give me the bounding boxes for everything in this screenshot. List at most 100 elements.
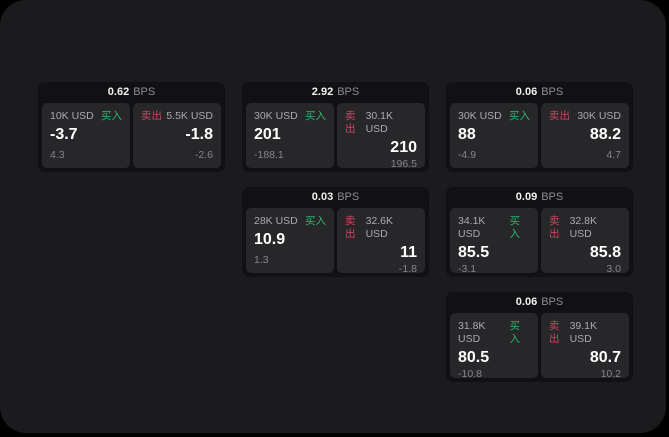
bps-header: 0.06 BPS: [450, 292, 629, 313]
buy-change-value: -188.1: [254, 149, 284, 161]
sell-panel[interactable]: 卖出 39.1K USD 80.7 10.2: [541, 313, 629, 380]
bps-unit-label: BPS: [541, 86, 564, 98]
buy-panel-header: 30K USD 买入: [254, 110, 326, 123]
quote-panels: 34.1K USD 买入 85.5 -3.1 卖出 32.8K USD 85.8…: [450, 208, 629, 275]
buy-side-label: 买入: [509, 320, 520, 345]
buy-notional-amount: 28K USD: [254, 215, 298, 227]
sell-side-label: 卖出: [549, 215, 560, 240]
buy-change-value: 1.3: [254, 254, 269, 266]
bps-value: 0.62: [107, 86, 130, 98]
buy-side-label: 买入: [509, 215, 520, 240]
buy-notional-amount: 34.1K USD: [458, 215, 486, 240]
buy-change-value: -4.9: [458, 149, 477, 161]
bps-value: 0.06: [515, 296, 538, 308]
quote-card: 0.09 BPS 34.1K USD 买入 85.5 -3.1 卖出 32.8K…: [446, 187, 633, 277]
buy-side-label: 买入: [305, 110, 326, 122]
buy-panel[interactable]: 31.8K USD 买入 80.5 -10.8: [450, 313, 538, 380]
bps-unit-label: BPS: [337, 191, 360, 203]
sell-price-value: 11: [400, 244, 417, 261]
sell-panel[interactable]: 卖出 5.5K USD -1.8 -2.6: [133, 103, 221, 168]
buy-panel[interactable]: 34.1K USD 买入 85.5 -3.1: [450, 208, 538, 275]
sell-price-value: 85.8: [589, 244, 621, 261]
sell-panel[interactable]: 卖出 32.6K USD 11 -1.8: [337, 208, 425, 275]
bps-header: 0.62 BPS: [42, 82, 221, 103]
sell-change-value: -2.6: [194, 149, 213, 161]
bps-header: 0.09 BPS: [450, 187, 629, 208]
bps-unit-label: BPS: [541, 191, 564, 203]
buy-price-value: 10.9: [254, 231, 286, 248]
sell-price-value: 80.7: [589, 349, 621, 366]
buy-notional-amount: 10K USD: [50, 110, 94, 122]
buy-price-value: 80.5: [458, 349, 490, 366]
buy-notional-amount: 31.8K USD: [458, 320, 486, 345]
buy-side-label: 买入: [101, 110, 122, 122]
sell-panel-header: 卖出 30.1K USD: [345, 110, 417, 136]
buy-panel-header: 28K USD 买入: [254, 215, 326, 228]
buy-panel-header: 31.8K USD 买入: [458, 320, 530, 346]
sell-price-value: 88.2: [589, 126, 621, 143]
sell-panel-header: 卖出 5.5K USD: [141, 110, 213, 123]
sell-change-value: 4.7: [606, 149, 621, 161]
sell-notional-amount: 32.8K USD: [569, 215, 598, 240]
sell-panel-header: 卖出 30K USD: [549, 110, 621, 123]
sell-notional-amount: 32.6K USD: [365, 215, 394, 240]
buy-panel-header: 34.1K USD 买入: [458, 215, 530, 241]
quote-panels: 30K USD 买入 201 -188.1 卖出 30.1K USD 210 1…: [246, 103, 425, 170]
buy-panel[interactable]: 10K USD 买入 -3.7 4.3: [42, 103, 130, 168]
bps-unit-label: BPS: [133, 86, 156, 98]
sell-notional-amount: 39.1K USD: [569, 320, 598, 345]
sell-change-value: 196.5: [390, 158, 417, 170]
sell-panel[interactable]: 卖出 32.8K USD 85.8 3.0: [541, 208, 629, 275]
sell-change-value: -1.8: [398, 263, 417, 275]
bps-unit-label: BPS: [541, 296, 564, 308]
buy-panel[interactable]: 30K USD 买入 201 -188.1: [246, 103, 334, 168]
buy-notional-amount: 30K USD: [458, 110, 502, 122]
sell-panel-header: 卖出 32.8K USD: [549, 215, 621, 241]
buy-change-value: -10.8: [458, 368, 482, 380]
buy-notional-amount: 30K USD: [254, 110, 298, 122]
quote-panels: 10K USD 买入 -3.7 4.3 卖出 5.5K USD -1.8 -2.…: [42, 103, 221, 168]
quote-card: 0.62 BPS 10K USD 买入 -3.7 4.3 卖出 5.5K USD…: [38, 82, 225, 172]
sell-side-label: 卖出: [549, 110, 570, 122]
sell-panel-header: 卖出 39.1K USD: [549, 320, 621, 346]
bps-header: 0.06 BPS: [450, 82, 629, 103]
quote-card: 0.03 BPS 28K USD 买入 10.9 1.3 卖出 32.6K US…: [242, 187, 429, 277]
buy-panel[interactable]: 28K USD 买入 10.9 1.3: [246, 208, 334, 273]
sell-panel[interactable]: 卖出 30K USD 88.2 4.7: [541, 103, 629, 168]
buy-panel-header: 10K USD 买入: [50, 110, 122, 123]
buy-panel[interactable]: 30K USD 买入 88 -4.9: [450, 103, 538, 168]
quote-panels: 31.8K USD 买入 80.5 -10.8 卖出 39.1K USD 80.…: [450, 313, 629, 380]
quote-card: 2.92 BPS 30K USD 买入 201 -188.1 卖出 30.1K …: [242, 82, 429, 172]
quote-grid: 0.62 BPS 10K USD 买入 -3.7 4.3 卖出 5.5K USD…: [38, 82, 633, 382]
bps-header: 2.92 BPS: [246, 82, 425, 103]
sell-panel[interactable]: 卖出 30.1K USD 210 196.5: [337, 103, 425, 170]
bps-value: 0.09: [515, 191, 538, 203]
quote-panels: 28K USD 买入 10.9 1.3 卖出 32.6K USD 11 -1.8: [246, 208, 425, 275]
bps-header: 0.03 BPS: [246, 187, 425, 208]
buy-side-label: 买入: [305, 215, 326, 227]
sell-side-label: 卖出: [141, 110, 162, 122]
quote-panels: 30K USD 买入 88 -4.9 卖出 30K USD 88.2 4.7: [450, 103, 629, 168]
buy-side-label: 买入: [509, 110, 530, 122]
buy-change-value: 4.3: [50, 149, 65, 161]
sell-notional-amount: 30K USD: [577, 110, 621, 122]
bps-value: 0.03: [311, 191, 334, 203]
buy-panel-header: 30K USD 买入: [458, 110, 530, 123]
sell-side-label: 卖出: [549, 320, 560, 345]
sell-notional-amount: 30.1K USD: [365, 110, 394, 135]
sell-panel-header: 卖出 32.6K USD: [345, 215, 417, 241]
buy-price-value: -3.7: [50, 126, 78, 143]
bps-value: 2.92: [311, 86, 334, 98]
buy-price-value: 201: [254, 126, 281, 143]
sell-price-value: -1.8: [185, 126, 213, 143]
sell-price-value: 210: [390, 139, 417, 156]
bps-value: 0.06: [515, 86, 538, 98]
bps-unit-label: BPS: [337, 86, 360, 98]
sell-notional-amount: 5.5K USD: [166, 110, 213, 122]
sell-side-label: 卖出: [345, 215, 356, 240]
quote-card: 0.06 BPS 30K USD 买入 88 -4.9 卖出 30K USD 8…: [446, 82, 633, 172]
buy-price-value: 88: [458, 126, 476, 143]
sell-side-label: 卖出: [345, 110, 356, 135]
sell-change-value: 3.0: [606, 263, 621, 275]
quote-card: 0.06 BPS 31.8K USD 买入 80.5 -10.8 卖出 39.1…: [446, 292, 633, 382]
